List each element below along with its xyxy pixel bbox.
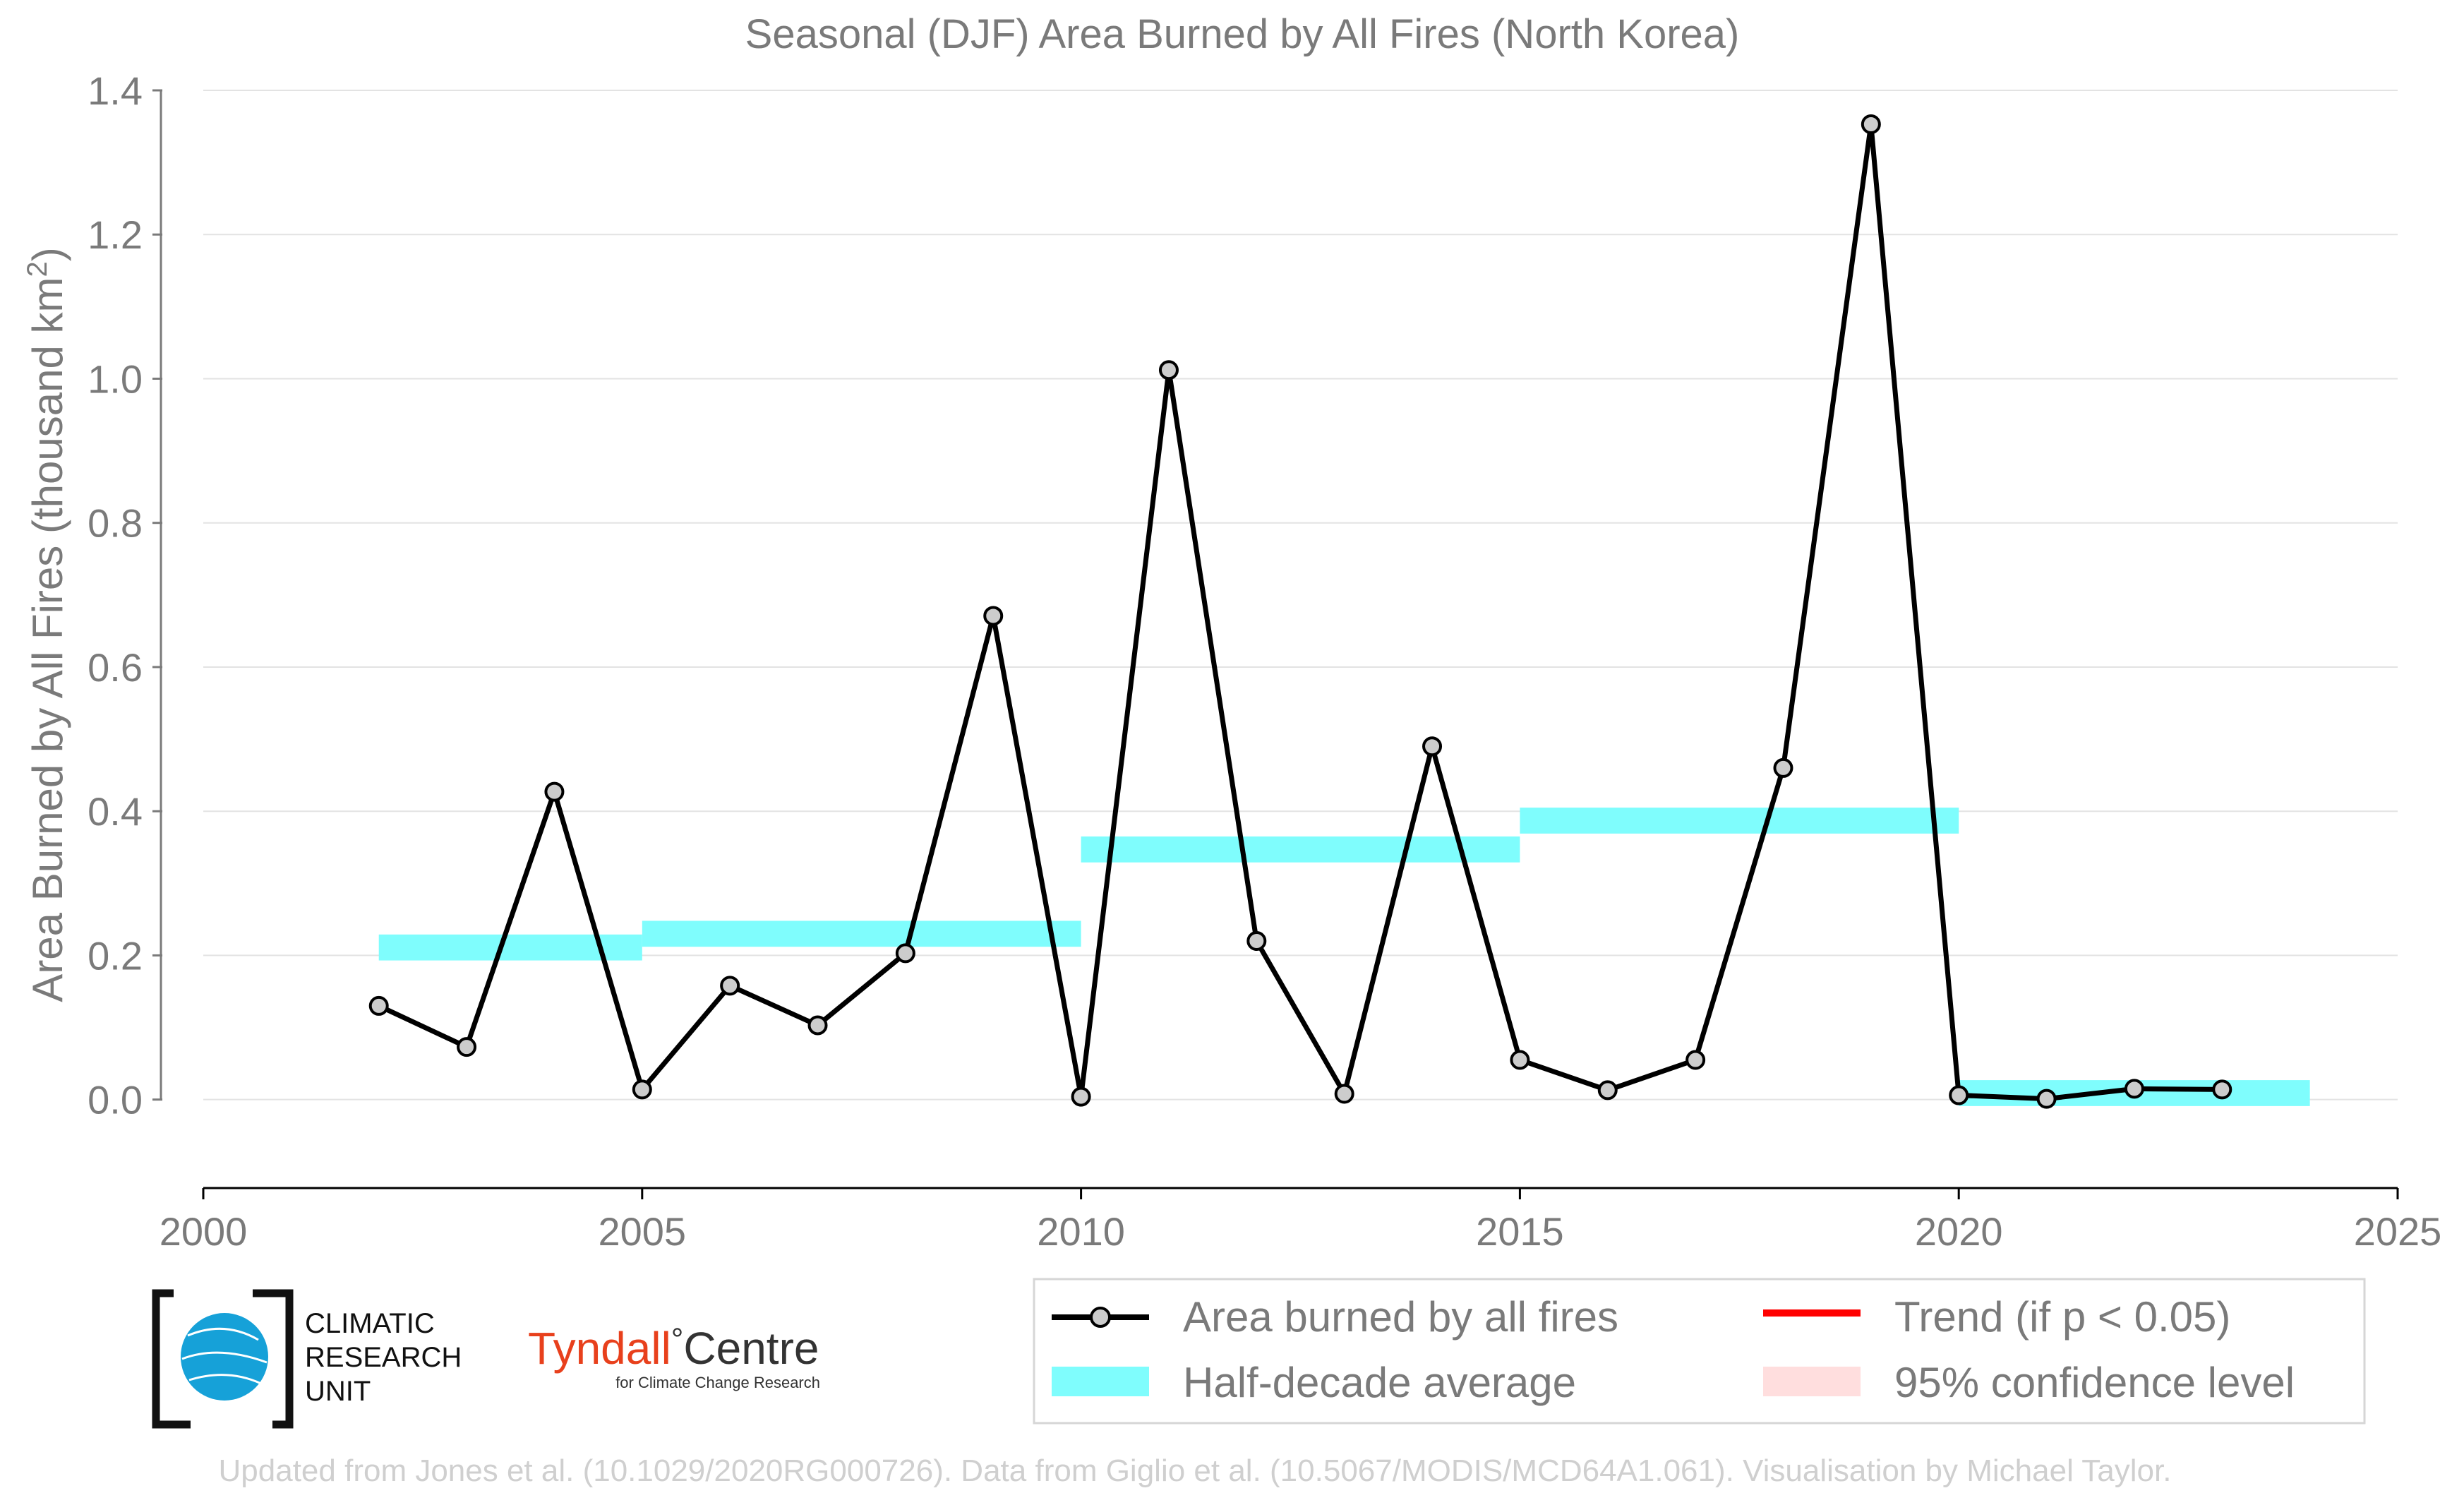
- x-axis: 2000 2005 2010 2015 2020 2025: [160, 1187, 2442, 1254]
- data-point: [1949, 1085, 1969, 1105]
- x-tick-label: 2005: [599, 1209, 687, 1254]
- data-point: [1158, 360, 1179, 380]
- cru-logo-line-3: UNIT: [305, 1376, 371, 1407]
- data-point: [2124, 1079, 2144, 1099]
- y-tick-label: 0.8: [88, 501, 143, 546]
- cru-bracket-left: [152, 1289, 191, 1429]
- y-tick-label: 0.0: [88, 1078, 143, 1122]
- data-point: [368, 995, 389, 1016]
- x-tick-label: 2025: [2354, 1209, 2442, 1254]
- data-point: [807, 1015, 828, 1036]
- cru-logo-line-2: RESEARCH: [305, 1342, 462, 1373]
- data-point: [1685, 1050, 1706, 1070]
- cru-globe-line-1: [187, 1327, 259, 1341]
- tyndall-logo-centre: Centre: [683, 1323, 819, 1374]
- data-point: [1861, 114, 1881, 134]
- data-point: [1510, 1050, 1530, 1070]
- tyndall-logo: Tyndall°Centre for Climate Change Resear…: [528, 1322, 820, 1391]
- data-point: [720, 976, 740, 996]
- y-axis-label: Area Burned by All Fires (thousand km2): [22, 247, 71, 1002]
- cru-globe-icon: [181, 1313, 268, 1401]
- data-point: [2212, 1079, 2232, 1100]
- legend-label-trend: Trend (if p < 0.05): [1894, 1293, 2230, 1341]
- y-axis-label-main: Area Burned by All Fires (thousand km: [24, 277, 71, 1002]
- x-tick-label: 2000: [160, 1209, 248, 1254]
- x-tick-label: 2020: [1915, 1209, 2003, 1254]
- legend-swatch-half-decade: [1052, 1367, 1149, 1396]
- y-tick-label: 0.4: [88, 789, 143, 834]
- y-axis-label-close: ): [24, 247, 71, 261]
- data-point: [457, 1037, 477, 1057]
- half-decade-bands: [378, 808, 2310, 1106]
- data-point: [1597, 1080, 1618, 1101]
- data-point: [1246, 931, 1267, 952]
- half-decade-band: [1081, 836, 1520, 863]
- data-point: [544, 781, 565, 802]
- legend: Area burned by all fires Half-decade ave…: [1033, 1278, 2366, 1425]
- y-tick-label: 1.4: [88, 68, 143, 113]
- half-decade-band: [1520, 808, 1959, 834]
- cru-logo: CLIMATIC RESEARCH UNIT: [152, 1289, 462, 1429]
- legend-box: [1033, 1278, 2366, 1425]
- y-tick-label: 1.2: [88, 212, 143, 257]
- cru-logo-line-1: CLIMATIC: [305, 1308, 435, 1339]
- data-point: [1334, 1084, 1354, 1104]
- x-tick-label: 2010: [1037, 1209, 1125, 1254]
- series-line: [378, 121, 2223, 1102]
- data-point: [632, 1079, 652, 1100]
- legend-label-half-decade: Half-decade average: [1183, 1359, 1576, 1406]
- data-point: [895, 943, 915, 964]
- cru-bracket-right: [253, 1289, 294, 1429]
- y-axis-label-sup: 2: [22, 261, 53, 277]
- footer-credit: Updated from Jones et al. (10.1029/2020R…: [219, 1453, 2172, 1488]
- x-tick-label: 2015: [1476, 1209, 1564, 1254]
- data-point: [983, 606, 1004, 626]
- y-tick-label: 0.2: [88, 933, 143, 978]
- legend-swatch-confidence: [1763, 1367, 1861, 1396]
- half-decade-band: [642, 921, 1081, 947]
- tyndall-logo-degree: °: [671, 1322, 684, 1357]
- chart-title: Seasonal (DJF) Area Burned by All Fires …: [745, 11, 1740, 57]
- tyndall-logo-main: Tyndall: [528, 1323, 671, 1374]
- cru-globe-line-2: [181, 1351, 268, 1364]
- data-point: [1422, 736, 1443, 757]
- legend-label-area-burned: Area burned by all fires: [1183, 1293, 1618, 1341]
- data-point: [1071, 1086, 1091, 1107]
- y-tick-label: 1.0: [88, 356, 143, 401]
- data-point: [2036, 1089, 2057, 1109]
- data-point: [1773, 757, 1793, 778]
- tyndall-logo-subtitle: for Climate Change Research: [615, 1374, 820, 1391]
- cru-globe-line-3: [188, 1374, 262, 1385]
- tyndall-logo-title: Tyndall°Centre: [528, 1322, 819, 1374]
- y-axis: 0.0 0.2 0.4 0.6 0.8 1.0 1.2 1.4: [88, 68, 162, 1122]
- legend-marker-area-burned: [1090, 1307, 1111, 1328]
- legend-label-confidence: 95% confidence level: [1894, 1359, 2295, 1406]
- series-area-burned: [368, 114, 2232, 1109]
- y-tick-label: 0.6: [88, 645, 143, 690]
